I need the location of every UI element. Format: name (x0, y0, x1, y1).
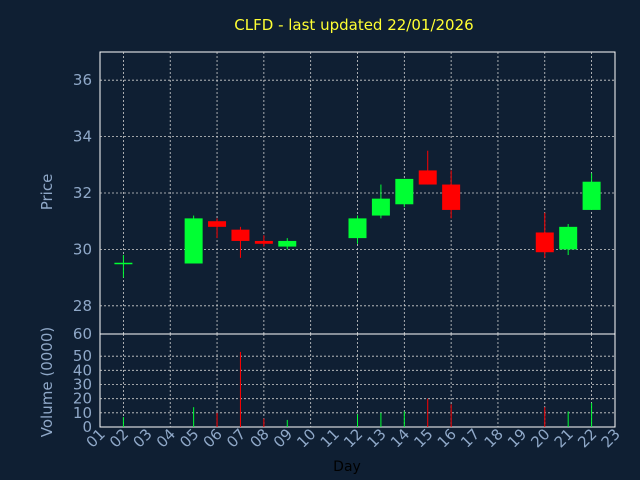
x-tick-label: 17 (457, 425, 483, 451)
price-axis-label: Price (38, 174, 56, 211)
candle-body (442, 184, 461, 210)
price-tick-label: 30 (73, 240, 92, 258)
x-tick-label: 04 (153, 425, 179, 451)
candle-body (418, 170, 437, 185)
candle-body (278, 240, 297, 247)
candle-body (348, 218, 367, 239)
price-panel: 28 30 32 34 36 (73, 51, 616, 335)
x-axis-label: Day (333, 459, 361, 475)
x-tick-label: 05 (176, 425, 202, 451)
candle-body (208, 221, 227, 227)
x-tick-label: 03 (129, 425, 155, 451)
volume-tick-label: 20 (73, 390, 92, 408)
candle-body (535, 232, 554, 253)
candle-body (231, 229, 250, 241)
candle-body (559, 226, 578, 250)
candle-body (254, 240, 273, 244)
volume-tick-label: 10 (73, 404, 92, 422)
x-tick-label: 06 (200, 425, 226, 451)
x-tick-label: 08 (246, 425, 272, 451)
x-tick-label: 09 (270, 425, 296, 451)
x-axis: 0102030405060708091011121314151617181920… (83, 425, 624, 451)
x-tick-label: 11 (317, 425, 343, 451)
volume-tick-label: 50 (73, 347, 92, 365)
x-tick-label: 18 (481, 425, 507, 451)
x-tick-label: 12 (340, 425, 366, 451)
x-tick-label: 07 (223, 425, 249, 451)
x-tick-label: 02 (106, 425, 132, 451)
volume-tick-label: 0 (82, 418, 92, 436)
x-tick-label: 15 (410, 425, 436, 451)
volume-tick-label: 40 (73, 361, 92, 379)
price-tick-label: 28 (73, 297, 92, 315)
x-tick-label: 19 (504, 425, 530, 451)
volume-tick-label: 30 (73, 376, 92, 394)
x-tick-label: 23 (598, 425, 624, 451)
volume-axis-label: Volume (0000) (38, 327, 56, 437)
candle-body (582, 181, 601, 210)
price-tick-label: 36 (73, 71, 92, 89)
candle-body (395, 178, 414, 205)
x-tick-label: 10 (293, 425, 319, 451)
candle-body (371, 198, 390, 216)
candle-body (184, 218, 203, 264)
price-tick-label: 32 (73, 184, 92, 202)
chart-title: CLFD - last updated 22/01/2026 (234, 16, 473, 34)
x-tick-label: 13 (364, 425, 390, 451)
x-tick-label: 22 (574, 425, 600, 451)
x-tick-label: 14 (387, 425, 413, 451)
x-tick-label: 21 (551, 425, 577, 451)
x-tick-label: 16 (434, 425, 460, 451)
x-tick-label: 20 (527, 425, 553, 451)
volume-tick-label: 60 (73, 325, 92, 343)
price-tick-label: 34 (73, 128, 92, 146)
